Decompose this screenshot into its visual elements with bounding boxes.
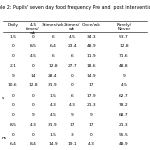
- Text: 17: 17: [88, 83, 94, 87]
- Text: 23.4: 23.4: [67, 44, 77, 48]
- Text: 31.9: 31.9: [48, 123, 58, 127]
- Text: 12.8: 12.8: [28, 83, 38, 87]
- Text: 9: 9: [123, 74, 125, 78]
- Text: 1.5: 1.5: [49, 133, 56, 137]
- Text: 0: 0: [71, 83, 74, 87]
- Text: 4.3: 4.3: [69, 103, 75, 107]
- Text: 18.6: 18.6: [86, 63, 96, 68]
- Text: 0: 0: [11, 44, 14, 48]
- Text: 9: 9: [32, 113, 34, 117]
- Text: 0: 0: [32, 94, 34, 98]
- Text: 12.8: 12.8: [119, 44, 129, 48]
- Text: 17: 17: [69, 123, 75, 127]
- Text: 6: 6: [52, 54, 54, 58]
- Text: 3times/wk: 3times/wk: [42, 23, 64, 27]
- Text: 0: 0: [32, 34, 34, 39]
- Text: 6.4: 6.4: [9, 142, 16, 146]
- Text: 8.5: 8.5: [9, 123, 16, 127]
- Text: 48.9: 48.9: [119, 142, 129, 146]
- Text: 1.5: 1.5: [49, 94, 56, 98]
- Text: Daily: Daily: [7, 23, 18, 27]
- Text: 6: 6: [71, 54, 74, 58]
- Text: ns: ns: [1, 136, 6, 140]
- Text: 0: 0: [11, 94, 14, 98]
- Text: 27.7: 27.7: [67, 63, 77, 68]
- Text: 4.5: 4.5: [49, 113, 56, 117]
- Text: 28.4: 28.4: [48, 74, 58, 78]
- Text: 0: 0: [32, 133, 34, 137]
- Text: 1.5: 1.5: [9, 34, 16, 39]
- Text: 21.3: 21.3: [86, 103, 96, 107]
- Text: 12.8: 12.8: [48, 63, 58, 68]
- Text: 21.3: 21.3: [119, 123, 129, 127]
- Text: 4.5: 4.5: [30, 54, 37, 58]
- Text: 6.4: 6.4: [50, 44, 56, 48]
- Text: 53.7: 53.7: [119, 34, 129, 39]
- Text: 4.3: 4.3: [30, 123, 36, 127]
- Text: 2times/
wk: 2times/ wk: [64, 23, 80, 31]
- Text: 4-5
times/
wk: 4-5 times/ wk: [26, 23, 40, 35]
- Text: 34.3: 34.3: [86, 34, 96, 39]
- Text: 0: 0: [32, 63, 34, 68]
- Text: 31.9: 31.9: [48, 83, 58, 87]
- Text: 4.5: 4.5: [120, 83, 128, 87]
- Text: 14: 14: [30, 74, 36, 78]
- Text: 0: 0: [11, 103, 14, 107]
- Text: 4.3: 4.3: [88, 142, 95, 146]
- Text: 2.1: 2.1: [9, 63, 16, 68]
- Text: 8.5: 8.5: [30, 44, 37, 48]
- Text: 9: 9: [11, 74, 14, 78]
- Text: 17.9: 17.9: [86, 94, 96, 98]
- Text: 11.9: 11.9: [86, 54, 96, 58]
- Text: 68.7: 68.7: [119, 113, 129, 117]
- Text: 0: 0: [11, 133, 14, 137]
- Text: 14.9: 14.9: [48, 142, 58, 146]
- Text: 19.1: 19.1: [67, 142, 77, 146]
- Text: 0: 0: [90, 133, 93, 137]
- Text: 0: 0: [11, 113, 14, 117]
- Text: 4.3: 4.3: [50, 103, 56, 107]
- Text: 71.6: 71.6: [119, 54, 129, 58]
- Text: Once/wk: Once/wk: [82, 23, 101, 27]
- Text: 3: 3: [71, 133, 74, 137]
- Text: 4.5: 4.5: [69, 34, 76, 39]
- Text: 0: 0: [11, 54, 14, 58]
- Text: s: s: [1, 96, 4, 100]
- Text: 0: 0: [32, 103, 34, 107]
- Text: 9: 9: [71, 113, 74, 117]
- Text: 95.5: 95.5: [119, 133, 129, 137]
- Text: 8.4: 8.4: [30, 142, 36, 146]
- Text: Rarely/
Never: Rarely/ Never: [116, 23, 132, 31]
- Text: 17: 17: [88, 123, 94, 127]
- Text: Table 2: Pupils' seven day food frequency Pre and  post interventions: Table 2: Pupils' seven day food frequenc…: [0, 4, 150, 9]
- Text: 14.9: 14.9: [86, 74, 96, 78]
- Text: 48.8: 48.8: [119, 63, 129, 68]
- Text: 48.9: 48.9: [86, 44, 96, 48]
- Text: 0: 0: [71, 74, 74, 78]
- Text: 9: 9: [90, 113, 93, 117]
- Text: 62.7: 62.7: [119, 94, 129, 98]
- Text: 10.6: 10.6: [8, 83, 18, 87]
- Text: 78.2: 78.2: [119, 103, 129, 107]
- Text: 6: 6: [52, 34, 54, 39]
- Text: 6: 6: [71, 94, 74, 98]
